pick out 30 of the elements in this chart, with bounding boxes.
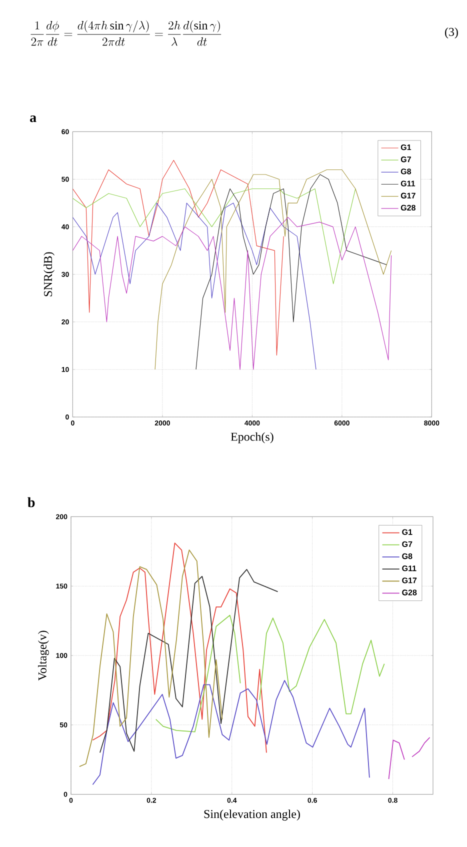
line-series — [72, 202, 316, 370]
legend-label: G7 — [400, 156, 411, 162]
text: $\frac{1}{2\pi}\frac{d\phi}{dt}=\frac{d(4\pi h\sin\gamma/\lambda)}{2\pi dt}=\frac{2h}{\lambda}\frac{d(\sin\gamma)}{dt}$ — [30, 20, 222, 46]
line-series — [92, 542, 267, 754]
legend-label: G8 — [400, 168, 412, 174]
line-series — [72, 216, 392, 370]
line-series — [92, 680, 370, 786]
y-axis-title: Voltage(v) — [38, 630, 49, 681]
chart-title: b — [28, 497, 35, 508]
legend-label: G28 — [400, 204, 416, 211]
text: (3) — [445, 28, 458, 38]
line-series — [72, 160, 284, 356]
legend-label: G1 — [402, 529, 412, 535]
line-series — [154, 169, 392, 370]
y-axis-title: SNR(dB) — [44, 252, 55, 296]
legend-label: G28 — [402, 590, 417, 596]
line-series — [100, 568, 278, 754]
legend-label: G17 — [400, 192, 416, 198]
legend-label: G11 — [402, 565, 416, 572]
chart-title: a — [30, 115, 36, 122]
legend-label: G8 — [402, 553, 412, 560]
line-series — [196, 174, 388, 370]
legend-label: G17 — [402, 578, 417, 584]
x-axis-title: Epoch(s) — [230, 432, 274, 444]
legend-label: G1 — [400, 144, 412, 150]
legend-label: G7 — [402, 541, 412, 547]
legend-label: G11 — [400, 180, 416, 186]
x-axis-title: Sin(elevation angle) — [204, 810, 300, 821]
line-series — [72, 188, 356, 284]
line-series — [78, 550, 223, 767]
